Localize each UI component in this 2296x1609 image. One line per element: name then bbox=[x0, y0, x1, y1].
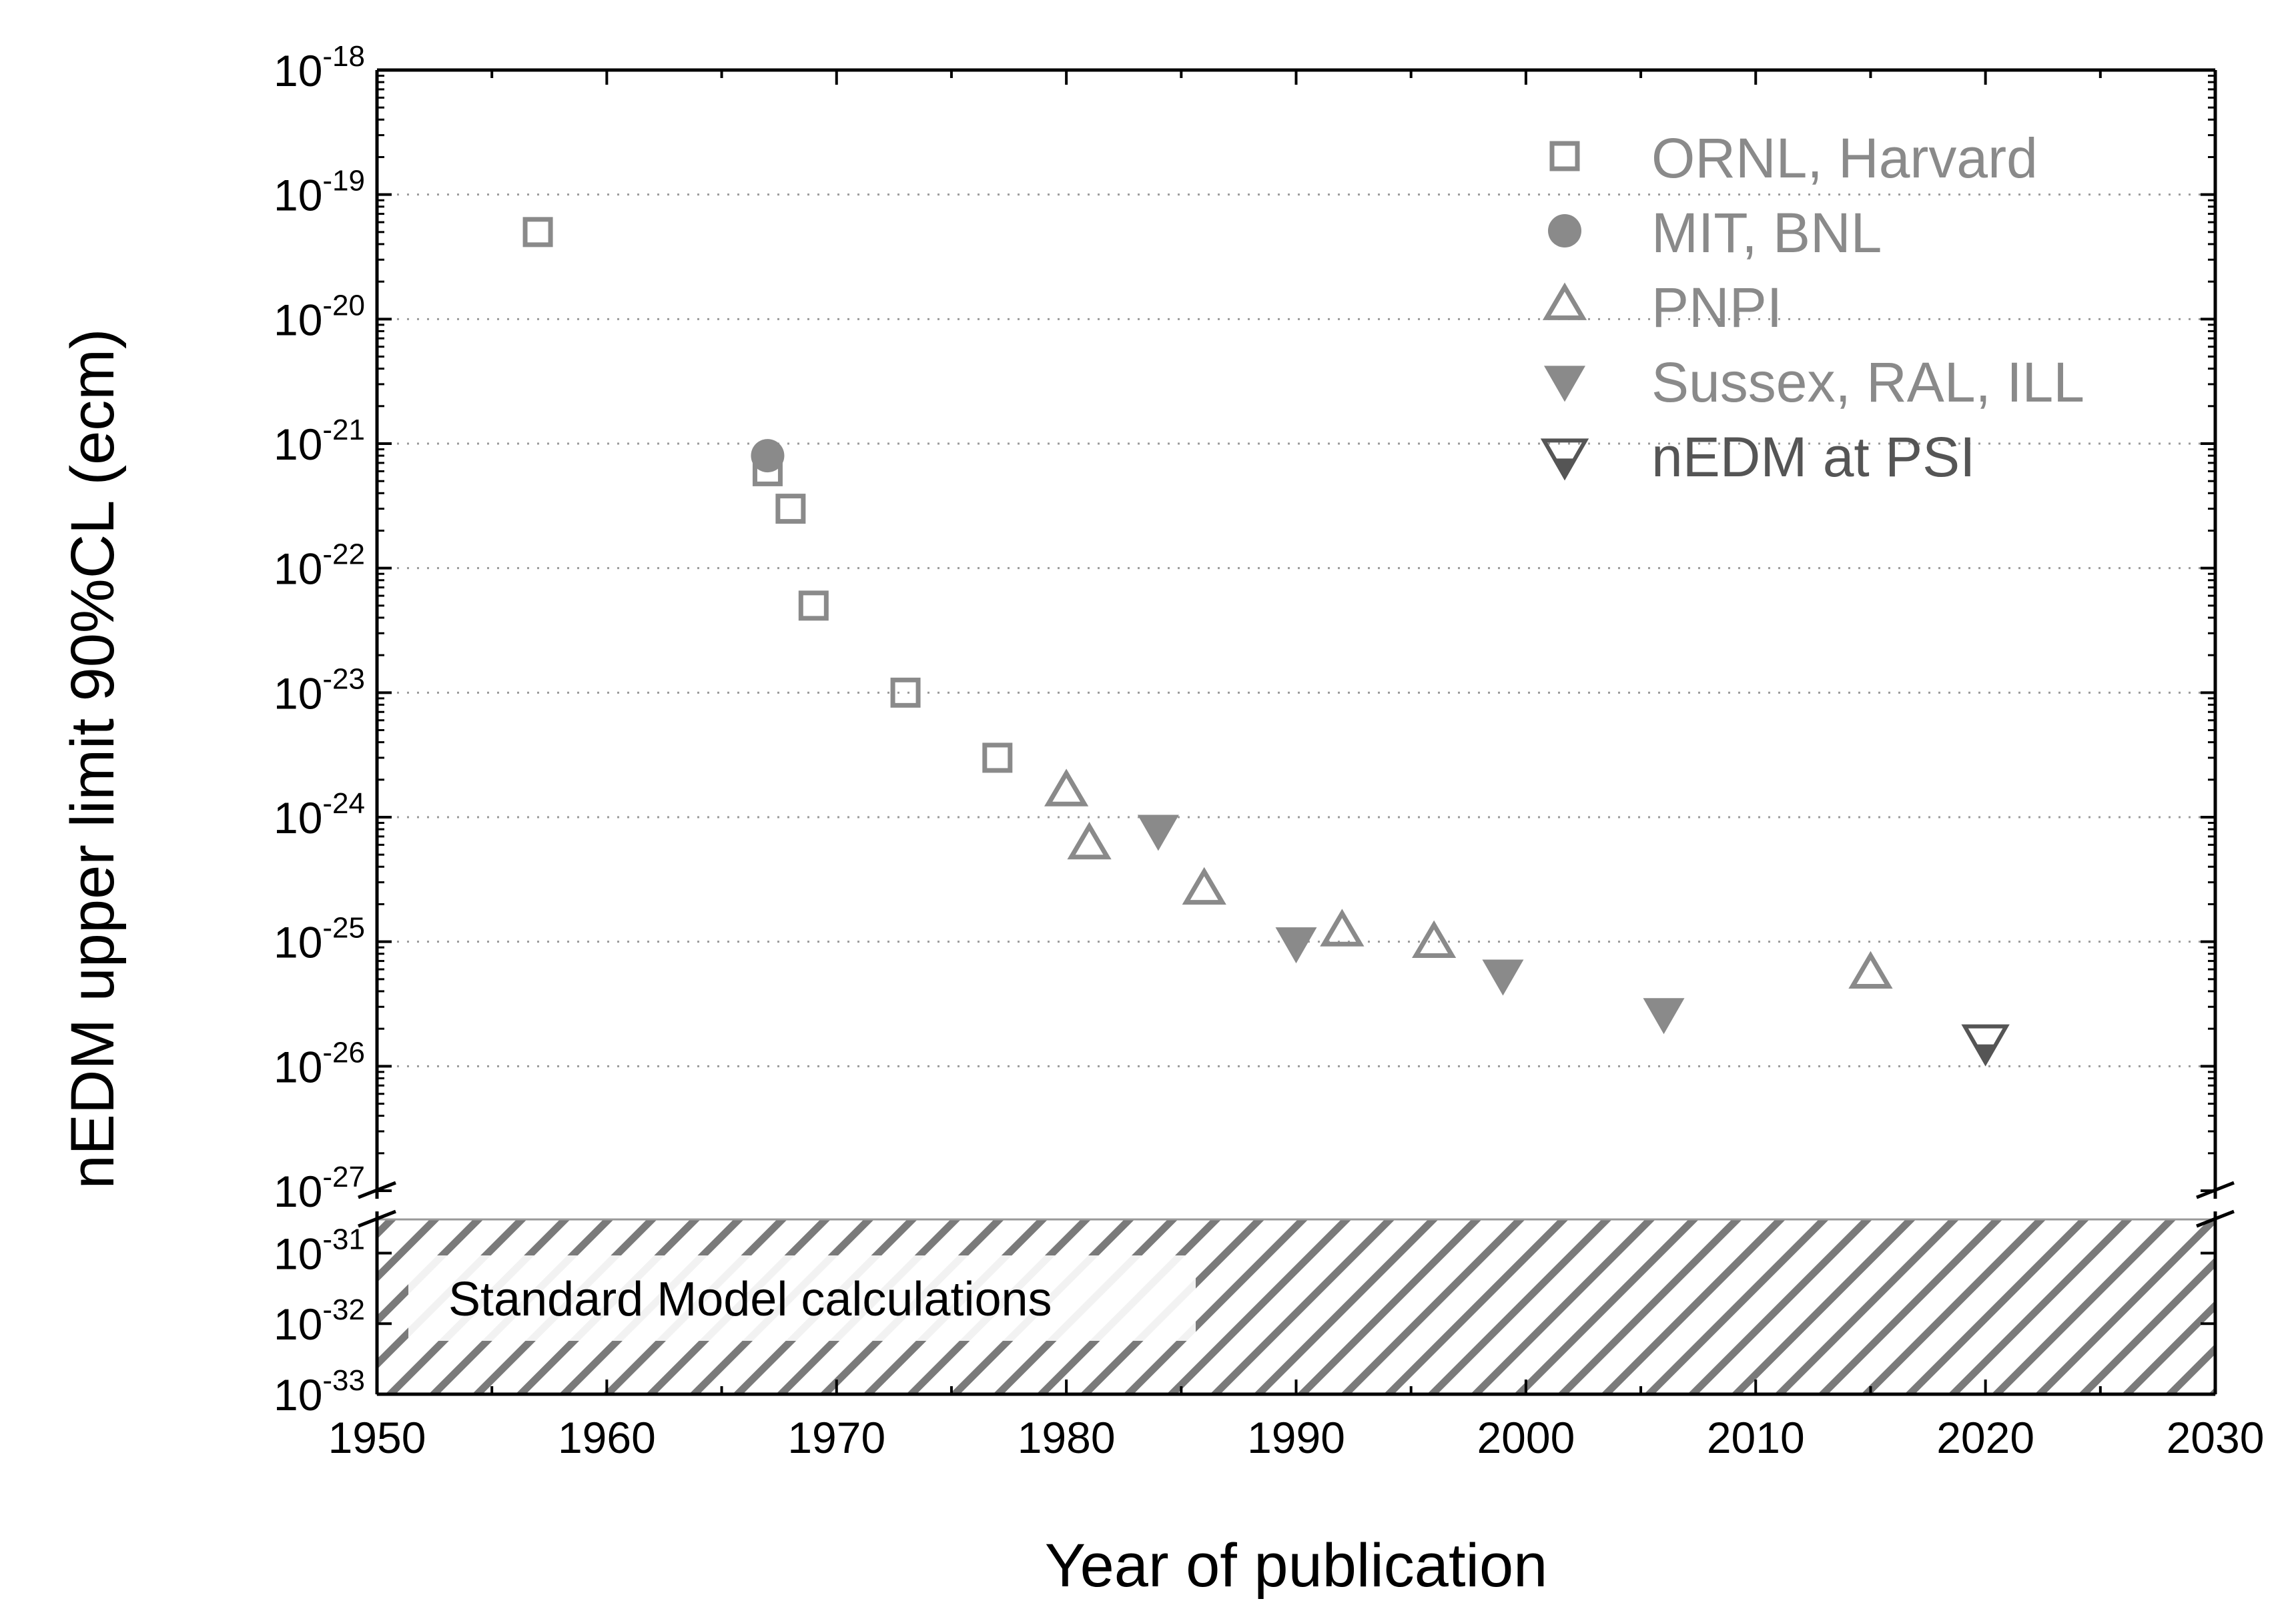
x-tick-label: 1960 bbox=[558, 1413, 656, 1462]
axes bbox=[358, 68, 2235, 1396]
legend-marker bbox=[1544, 366, 1585, 402]
standard-model-region: Standard Model calculations bbox=[376, 1218, 2217, 1396]
y-tick-label: 10-24 bbox=[274, 787, 365, 843]
grid-lines bbox=[377, 193, 2215, 1067]
data-point bbox=[982, 742, 1013, 773]
marker-outline bbox=[1540, 438, 1589, 481]
y-tick-label: 10-21 bbox=[274, 414, 365, 469]
x-tick-label: 2000 bbox=[1477, 1413, 1575, 1462]
data-point bbox=[1275, 927, 1317, 964]
x-tick-label: 2010 bbox=[1707, 1413, 1805, 1462]
y-tick-label: 10-25 bbox=[274, 912, 365, 967]
x-tick-label: 2020 bbox=[1936, 1413, 2034, 1462]
region-label-background bbox=[408, 1255, 1196, 1341]
data-point bbox=[1482, 959, 1524, 996]
legend-label: MIT, BNL bbox=[1651, 201, 1882, 264]
marker-fill bbox=[1975, 1044, 1996, 1063]
axis-break-mark bbox=[358, 1209, 396, 1228]
legend-marker bbox=[1548, 214, 1581, 247]
legend-label: PNPI bbox=[1651, 276, 1782, 339]
data-point bbox=[751, 439, 785, 473]
data-point bbox=[890, 677, 921, 708]
marker-outline bbox=[1961, 1024, 2010, 1067]
data-point bbox=[1848, 951, 1893, 989]
series-sussex-ral-ill bbox=[1137, 815, 1685, 1035]
legend-label: nEDM at PSI bbox=[1651, 426, 1976, 488]
x-axis-title: Year of publication bbox=[1045, 1532, 1548, 1600]
y-tick-label: 10-26 bbox=[274, 1036, 365, 1091]
data-point bbox=[1320, 909, 1365, 947]
x-tick-label: 2030 bbox=[2167, 1413, 2265, 1462]
y-axis-title: nEDM upper limit 90%CL (ecm) bbox=[59, 328, 127, 1189]
data-point bbox=[522, 217, 553, 247]
ticks: 1950 1960 1970 1980 1990 2000 2010 2020 2030 10-1… bbox=[274, 40, 2264, 1462]
y-tick-label: 10-18 bbox=[274, 40, 365, 95]
data-point bbox=[1643, 998, 1685, 1035]
x-tick-label: 1950 bbox=[328, 1413, 426, 1462]
y-tick-label: 10-20 bbox=[274, 289, 365, 344]
x-tick-label: 1990 bbox=[1247, 1413, 1345, 1462]
legend: ORNL, Harvard MIT, BNL PNPI Sussex, RAL, IL… bbox=[1540, 127, 2084, 488]
data-points bbox=[522, 217, 2010, 1067]
legend-marker bbox=[1540, 438, 1589, 481]
series-nedm-at-psi bbox=[1961, 1024, 2010, 1067]
data-point bbox=[1044, 768, 1089, 807]
y-tick-label: 10-31 bbox=[274, 1223, 365, 1278]
y-tick-label: 10-22 bbox=[274, 538, 365, 594]
data-point bbox=[775, 494, 806, 524]
series-pnpi bbox=[1044, 768, 1893, 989]
x-tick-label: 1980 bbox=[1018, 1413, 1116, 1462]
axis-titles: Year of publication nEDM upper limit 90%… bbox=[59, 328, 1547, 1600]
data-point bbox=[1182, 867, 1226, 905]
y-tick-label: 10-19 bbox=[274, 165, 365, 220]
axis-break-mark bbox=[2196, 1209, 2235, 1228]
data-point bbox=[798, 590, 829, 621]
marker-fill bbox=[1554, 458, 1575, 477]
y-tick-label: 10-27 bbox=[274, 1161, 365, 1216]
data-point bbox=[1412, 920, 1457, 959]
y-tick-label: 10-33 bbox=[274, 1364, 365, 1420]
legend-label: Sussex, RAL, ILL bbox=[1651, 351, 2084, 414]
y-tick-label: 10-32 bbox=[274, 1293, 365, 1349]
data-point bbox=[1067, 821, 1112, 860]
data-point bbox=[1961, 1024, 2010, 1067]
series-mit-bnl bbox=[751, 439, 785, 473]
legend-marker bbox=[1549, 141, 1580, 171]
legend-label: ORNL, Harvard bbox=[1651, 127, 2038, 189]
legend-marker bbox=[1542, 282, 1587, 320]
data-point bbox=[1137, 815, 1179, 851]
series-ornl-harvard bbox=[522, 217, 1013, 773]
x-tick-label: 1970 bbox=[787, 1413, 885, 1462]
region-label: Standard Model calculations bbox=[448, 1273, 1052, 1326]
y-tick-label: 10-23 bbox=[274, 662, 365, 718]
